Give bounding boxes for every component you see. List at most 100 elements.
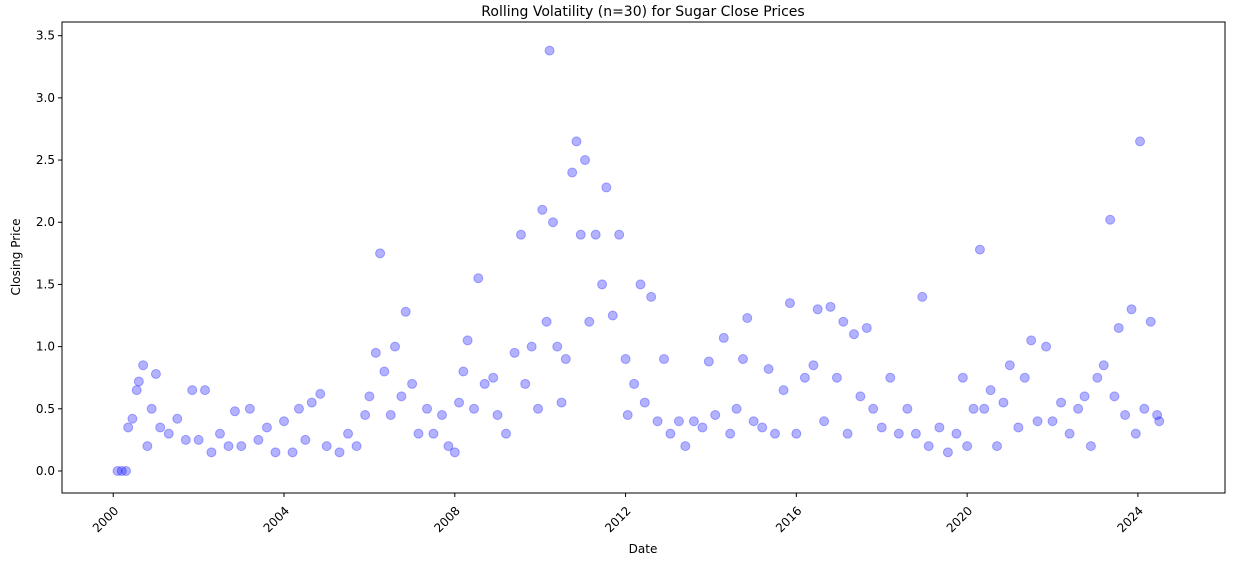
plot-area <box>112 45 1165 476</box>
data-point <box>279 416 290 427</box>
data-point <box>142 441 153 452</box>
data-point <box>556 397 567 408</box>
data-point <box>688 416 699 427</box>
data-point <box>501 428 512 439</box>
data-point <box>236 441 247 452</box>
data-point <box>422 403 433 414</box>
data-point <box>614 229 625 240</box>
data-point <box>731 403 742 414</box>
y-tick-label: 0.0 <box>36 464 55 478</box>
data-point <box>121 465 132 476</box>
data-point <box>287 447 298 458</box>
data-point <box>343 428 354 439</box>
data-point <box>957 372 968 383</box>
data-point <box>1064 428 1075 439</box>
data-point <box>974 244 985 255</box>
data-point <box>1113 322 1124 333</box>
data-point <box>436 410 447 421</box>
data-point <box>962 441 973 452</box>
data-point <box>300 434 311 445</box>
data-point <box>757 422 768 433</box>
data-point <box>778 385 789 396</box>
data-point <box>458 366 469 377</box>
data-point <box>942 447 953 458</box>
data-point <box>812 304 823 315</box>
data-point <box>902 403 913 414</box>
y-axis-label: Closing Price <box>9 219 23 296</box>
plot-frame <box>61 21 1226 494</box>
data-point <box>150 368 161 379</box>
data-point <box>838 316 849 327</box>
data-point <box>469 403 480 414</box>
data-point <box>533 403 544 414</box>
data-point <box>1105 214 1116 225</box>
data-point <box>133 376 144 387</box>
data-point <box>261 422 272 433</box>
data-point <box>473 273 484 284</box>
x-tick-label: 2016 <box>773 504 804 535</box>
data-point <box>658 354 669 365</box>
y-tick-label: 2.0 <box>36 215 55 229</box>
data-point <box>1109 391 1120 402</box>
data-point <box>385 410 396 421</box>
data-point <box>968 403 979 414</box>
data-point <box>1019 372 1030 383</box>
data-point <box>180 434 191 445</box>
data-point <box>646 291 657 302</box>
data-point <box>293 403 304 414</box>
data-point <box>315 388 326 399</box>
data-point <box>407 378 418 389</box>
data-point <box>560 354 571 365</box>
data-point <box>1004 360 1015 371</box>
data-point <box>567 167 578 178</box>
data-point <box>791 428 802 439</box>
data-point <box>1139 403 1150 414</box>
data-point <box>541 316 552 327</box>
data-point <box>571 136 582 147</box>
data-point <box>127 413 138 424</box>
data-point <box>861 322 872 333</box>
x-tick-label: 2000 <box>90 504 121 535</box>
data-point <box>1041 341 1052 352</box>
data-point <box>1130 428 1141 439</box>
data-point <box>639 397 650 408</box>
data-point <box>520 378 531 389</box>
data-point <box>742 313 753 324</box>
data-point <box>200 385 211 396</box>
data-point <box>123 422 134 433</box>
data-point <box>885 372 896 383</box>
data-point <box>1126 304 1137 315</box>
data-point <box>375 248 386 259</box>
data-point <box>306 397 317 408</box>
data-point <box>537 204 548 215</box>
chart-title: Rolling Volatility (n=30) for Sugar Clos… <box>481 4 804 20</box>
data-point <box>985 385 996 396</box>
data-point <box>116 465 127 476</box>
data-point <box>710 410 721 421</box>
data-point <box>998 397 1009 408</box>
data-point <box>155 422 166 433</box>
data-point <box>763 364 774 375</box>
data-point <box>492 410 503 421</box>
data-point <box>979 403 990 414</box>
data-point <box>1026 335 1037 346</box>
data-point <box>428 428 439 439</box>
data-point <box>934 422 945 433</box>
data-point <box>379 366 390 377</box>
data-point <box>360 410 371 421</box>
data-point <box>334 447 345 458</box>
data-point <box>1047 416 1058 427</box>
data-point <box>825 301 836 312</box>
data-point <box>1135 136 1146 147</box>
data-point <box>396 391 407 402</box>
data-point <box>893 428 904 439</box>
data-point <box>552 341 563 352</box>
data-point <box>718 332 729 343</box>
y-tick-label: 2.5 <box>36 153 55 167</box>
data-point <box>784 298 795 309</box>
data-point <box>597 279 608 290</box>
data-point <box>725 428 736 439</box>
data-point <box>703 356 714 367</box>
